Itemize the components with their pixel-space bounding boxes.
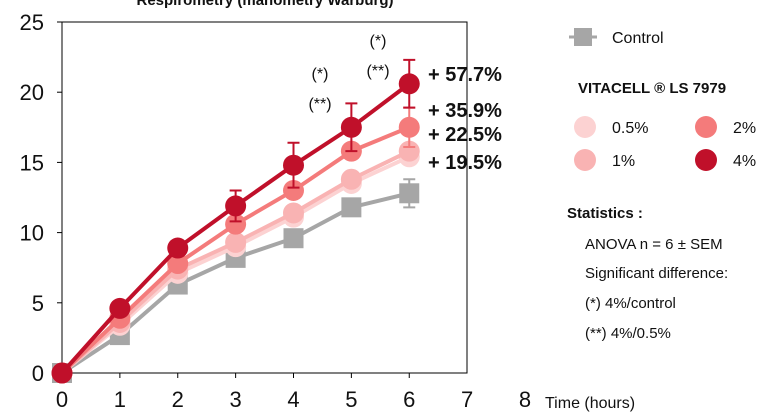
annotation: (*) xyxy=(312,66,329,83)
legend-marker xyxy=(574,149,596,171)
annotation: + 19.5% xyxy=(428,152,502,174)
statistics-line: ANOVA n = 6 ± SEM xyxy=(585,236,723,253)
legend-label: 4% xyxy=(733,153,756,170)
y-tick-label: 0 xyxy=(32,361,44,386)
x-tick-label: 0 xyxy=(56,387,68,412)
y-tick-label: 20 xyxy=(20,80,44,105)
x-tick-label: 2 xyxy=(172,387,184,412)
chart-title: Respirometry (manometry Warburg) xyxy=(137,0,394,9)
x-tick-label: 7 xyxy=(461,387,473,412)
legend-label: 0.5% xyxy=(612,120,648,137)
point xyxy=(340,116,362,138)
point xyxy=(109,297,131,319)
statistics-line: (*) 4%/control xyxy=(585,295,676,312)
point xyxy=(167,237,189,259)
annotation: + 57.7% xyxy=(428,64,502,86)
point xyxy=(340,168,362,190)
legend-label: Control xyxy=(612,30,664,47)
point xyxy=(283,179,304,201)
point xyxy=(225,213,247,235)
point xyxy=(283,202,304,224)
point xyxy=(225,195,247,217)
y-tick-label: 5 xyxy=(32,291,44,316)
x-tick-label: 1 xyxy=(114,387,126,412)
statistics-line: Significant difference: xyxy=(585,265,728,282)
legend-label: 2% xyxy=(733,120,756,137)
legend-marker xyxy=(695,149,717,171)
annotation: (**) xyxy=(366,63,389,80)
point xyxy=(341,197,362,218)
y-tick-label: 15 xyxy=(20,150,44,175)
annotation: + 22.5% xyxy=(428,124,502,146)
y-tick-label: 10 xyxy=(20,221,44,246)
x-tick-label: 3 xyxy=(230,387,242,412)
point xyxy=(167,252,189,274)
annotation: + 35.9% xyxy=(428,100,502,122)
statistics-line: (**) 4%/0.5% xyxy=(585,325,671,342)
legend-marker xyxy=(574,28,592,46)
y-tick-label: 25 xyxy=(20,10,44,35)
x-tick-label: 6 xyxy=(403,387,415,412)
statistics-title: Statistics : xyxy=(567,205,643,222)
point xyxy=(399,183,420,204)
point xyxy=(283,228,304,249)
legend-label: 1% xyxy=(612,153,635,170)
legend-marker xyxy=(574,116,596,138)
point xyxy=(398,140,420,162)
plot-frame xyxy=(61,21,468,374)
point xyxy=(398,116,420,138)
point xyxy=(398,73,420,95)
x-tick-label: 5 xyxy=(345,387,357,412)
legend-marker xyxy=(695,116,717,138)
point xyxy=(51,362,73,384)
point xyxy=(283,154,304,176)
legend-title: VITACELL ® LS 7979 xyxy=(578,80,726,97)
annotation: (*) xyxy=(370,33,387,50)
x-tick-label: 4 xyxy=(287,387,299,412)
x-tick-label: 8 xyxy=(519,387,531,412)
annotation: (**) xyxy=(308,96,331,113)
point xyxy=(225,231,247,253)
x-axis-label: Time (hours) xyxy=(545,395,635,412)
